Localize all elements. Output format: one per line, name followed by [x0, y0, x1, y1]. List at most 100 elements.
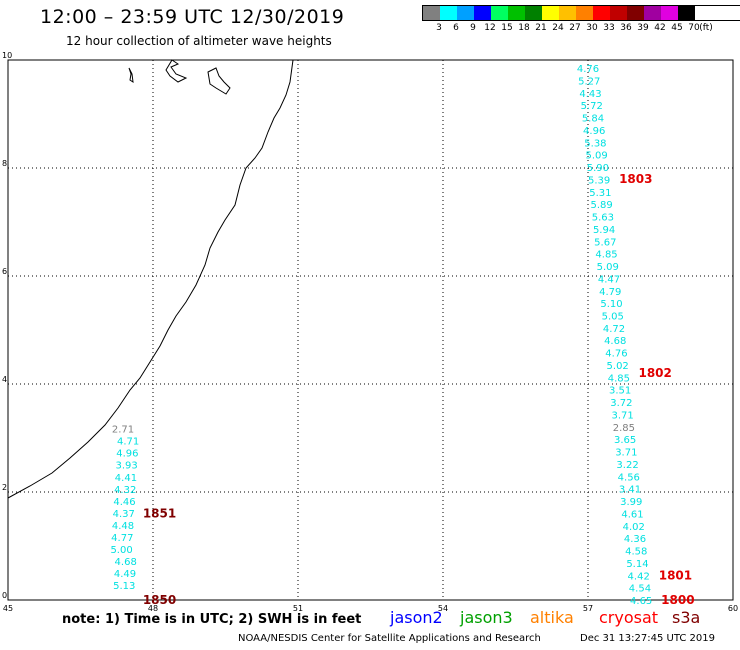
- time-label-1851: 1851: [143, 507, 176, 521]
- wave-height-label: 4.58: [625, 547, 647, 558]
- time-label-1850: 1850: [143, 593, 176, 607]
- wave-height-label: 4.43: [579, 89, 601, 100]
- wave-height-label: 3.51: [609, 386, 631, 397]
- wave-height-label: 5.02: [607, 361, 629, 372]
- wave-height-label: 5.90: [587, 163, 609, 174]
- wave-height-label: 5.00: [110, 545, 132, 556]
- wave-height-label: 5.14: [626, 559, 648, 570]
- units-note: note: 1) Time is in UTC; 2) SWH is in fe…: [62, 612, 362, 627]
- wave-height-label: 4.54: [629, 584, 651, 595]
- wave-height-label: 4.47: [598, 274, 620, 285]
- wave-height-label: 4.77: [111, 533, 133, 544]
- wave-height-label: 4.49: [114, 569, 136, 580]
- wave-height-label: 4.32: [114, 485, 136, 496]
- satellite-jason2-label: jason2: [390, 608, 443, 627]
- wave-height-label: 4.61: [621, 509, 643, 520]
- x-tick-label: 57: [583, 604, 593, 613]
- legend-color-bar: [422, 5, 740, 21]
- wave-height-label: 5.39: [588, 175, 610, 186]
- wave-height-label: 4.46: [113, 497, 135, 508]
- wave-height-label: 5.13: [113, 581, 135, 592]
- legend-label-21: 21: [535, 23, 547, 33]
- generated-timestamp: Dec 31 13:27:45 UTC 2019: [580, 633, 715, 644]
- legend-labels: 3 6 9 12 15 18 21 24 27 30 33 36 39 42 45 70 (ft): [422, 21, 740, 33]
- wave-height-label: 4.48: [112, 521, 134, 532]
- legend-swatch-15: [491, 6, 508, 20]
- time-label-1800: 1800: [661, 593, 694, 607]
- legend-swatch-30: [576, 6, 593, 20]
- wave-height-label: 3.99: [620, 497, 642, 508]
- legend-label-36: 36: [620, 23, 632, 33]
- y-tick-label: 4: [2, 375, 7, 384]
- x-tick-label: 51: [293, 604, 303, 613]
- wave-height-label: 4.72: [603, 324, 625, 335]
- legend-swatch-18: [508, 6, 525, 20]
- wave-height-label: 4.36: [624, 534, 646, 545]
- wave-height-label: 4.02: [623, 522, 645, 533]
- legend-swatch-6: [440, 6, 457, 20]
- wave-height-label: 4.41: [115, 473, 137, 484]
- legend-swatch-33: [593, 6, 610, 20]
- wave-height-label: 4.96: [116, 449, 138, 460]
- satellite-jason3-label: jason3: [460, 608, 513, 627]
- wave-height-label: 4.68: [604, 336, 626, 347]
- island-shape: [128, 67, 134, 84]
- legend-label-12: 12: [484, 23, 496, 33]
- wave-height-label: 2.85: [613, 423, 635, 434]
- legend-label-18: 18: [518, 23, 530, 33]
- legend-unit-label: (ft): [699, 23, 713, 33]
- page-subtitle: 12 hour collection of altimeter wave hei…: [66, 34, 332, 48]
- legend-label-33: 33: [603, 23, 615, 33]
- legend-swatch-21: [525, 6, 542, 20]
- wave-height-label: 4.65: [630, 596, 652, 607]
- wave-height-label: 4.85: [608, 373, 630, 384]
- satellite-s3a-label: s3a: [672, 608, 701, 627]
- wave-height-label: 3.71: [611, 410, 633, 421]
- wave-height-label: 4.76: [577, 64, 599, 75]
- legend-swatch-36: [610, 6, 627, 20]
- y-tick-label: 10: [2, 51, 12, 60]
- legend-label-42: 42: [654, 23, 666, 33]
- y-tick-label: 8: [2, 159, 7, 168]
- legend-swatch-39: [627, 6, 644, 20]
- wave-height-label: 2.71: [112, 425, 134, 436]
- time-label-1802: 1802: [638, 366, 671, 380]
- legend-swatch-70: [678, 6, 695, 20]
- time-label-1801: 1801: [659, 569, 692, 583]
- credit-line: NOAA/NESDIS Center for Satellite Applica…: [238, 633, 541, 644]
- y-tick-label: 2: [2, 483, 7, 492]
- y-tick-label: 6: [2, 267, 7, 276]
- wave-height-label: 4.96: [583, 126, 605, 137]
- legend-label-15: 15: [501, 23, 513, 33]
- wave-height-label: 3.41: [619, 485, 641, 496]
- legend-swatch-42: [644, 6, 661, 20]
- wave-height-label: 3.71: [615, 448, 637, 459]
- legend-swatch-9: [457, 6, 474, 20]
- legend-label-3: 3: [436, 23, 442, 33]
- legend-label-30: 30: [586, 23, 598, 33]
- legend-label-24: 24: [552, 23, 564, 33]
- wave-height-label: 5.10: [600, 299, 622, 310]
- wave-height-label: 5.05: [602, 311, 624, 322]
- wave-height-label: 3.65: [614, 435, 636, 446]
- legend-label-45: 45: [671, 23, 683, 33]
- legend-swatch-45: [661, 6, 678, 20]
- wave-height-label: 5.09: [586, 151, 608, 162]
- wave-height-label: 4.71: [117, 437, 139, 448]
- color-legend: 3 6 9 12 15 18 21 24 27 30 33 36 39 42 45 70 (ft): [422, 5, 740, 33]
- map-frame: [7, 59, 734, 601]
- x-tick-label: 60: [728, 604, 738, 613]
- wave-height-label: 5.84: [582, 114, 604, 125]
- wave-height-label: 3.72: [610, 398, 632, 409]
- x-tick-label: 48: [148, 604, 158, 613]
- wave-height-label: 4.42: [628, 571, 650, 582]
- wave-height-label: 5.09: [597, 262, 619, 273]
- coastline: [7, 59, 294, 499]
- wave-height-label: 4.79: [599, 287, 621, 298]
- x-tick-label: 45: [3, 604, 13, 613]
- legend-swatch-24: [542, 6, 559, 20]
- island-shape: [165, 59, 188, 83]
- wave-height-label: 4.85: [595, 250, 617, 261]
- wave-height-label: 3.22: [616, 460, 638, 471]
- wave-height-label: 5.27: [578, 76, 600, 87]
